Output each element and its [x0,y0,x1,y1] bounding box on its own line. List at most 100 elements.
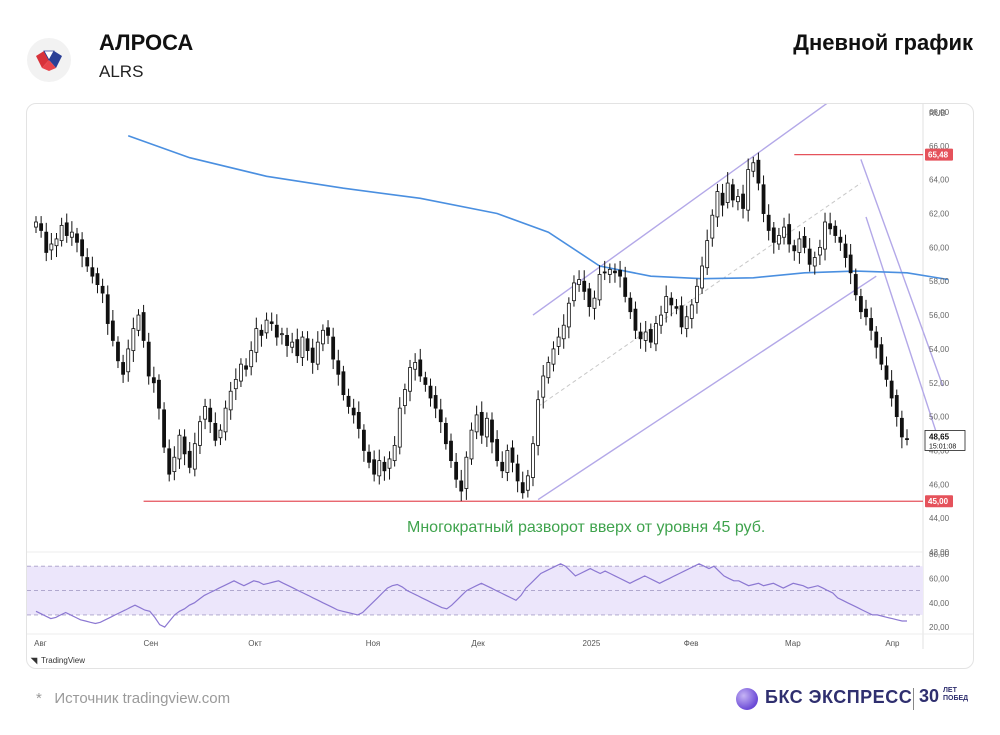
bks-years-caption: ЛЕТ ПОБЕД [943,687,968,703]
candle-body [54,238,59,247]
last-price-time: 15:01:08 [929,443,956,450]
price-tick-label: 42,00 [929,548,950,557]
candle-body [59,224,64,242]
rsi-tick-label: 20,00 [929,623,950,632]
source-asterisk: * [36,690,42,707]
candle-body [141,312,146,341]
candle-body [710,214,715,239]
candle-body [192,443,197,470]
candle-body [848,254,853,274]
candle-body [39,223,44,231]
rising-channel-line-2 [537,275,877,501]
price-tick-label: 58,00 [929,277,950,286]
candle-body [618,269,622,277]
candle-body [807,248,812,265]
time-label: Фев [684,639,699,648]
candle-body [264,319,269,334]
candle-body [100,285,105,294]
candle-body [756,159,761,184]
candle-body [879,344,884,365]
tradingview-logo-icon: ◥ [30,656,38,665]
candle-body [443,422,448,445]
candle-body [510,447,515,463]
candle-body [95,273,100,286]
diamond-logo-icon [36,50,62,71]
candle-body [561,324,566,340]
candle-body [274,324,279,338]
candle-body [136,314,141,331]
candle-body [628,297,633,313]
candle-body [715,191,720,218]
candle-body [269,321,274,324]
candle-body [305,338,310,352]
candle-body [382,461,387,472]
last-price-badge-bg [924,430,966,451]
candle-body [797,238,802,253]
candle-body [239,363,243,382]
time-label: Сен [143,639,158,648]
candle-body [336,360,341,375]
candle-body [351,407,356,416]
candle-body [75,233,79,243]
price-tick-label: 52,00 [929,379,950,388]
candle-body [203,406,207,420]
bks-years: 30 [919,686,940,706]
candle-body [782,226,786,238]
candle-body [85,257,90,267]
candle-body [116,341,120,362]
candle-body [372,459,377,475]
candle-body [869,318,874,331]
candle-body [823,221,827,250]
source-text: Источник tradingview.com [54,690,231,707]
price-badge-label: 45,00 [928,497,949,506]
candle-body [233,378,238,390]
candle-body [218,429,223,439]
time-label: Мар [785,639,801,648]
price-tick-label: 46,00 [929,480,950,489]
chart-card: 68,00 66,00 64,00 62,00 60,00 58,00 56,00 54,00… [26,103,974,669]
rsi-tick-label: 60,00 [929,574,950,583]
candle-body [474,414,479,433]
candle-body [469,429,474,460]
candle-body [121,362,125,375]
time-label: Апр [885,639,900,648]
bks-brand-name: БКС ЭКСПРЕСС [765,687,913,707]
candle-body [838,236,843,243]
candle-body [310,347,315,363]
candle-body [746,169,751,211]
candle-body [500,461,505,472]
candle-body [315,341,320,365]
price-chart[interactable]: 68,00 66,00 64,00 62,00 60,00 58,00 56,00 54,00… [27,104,973,668]
candle-body [300,336,305,358]
candle-body [228,390,233,411]
candle-body [90,267,95,277]
currency-label: RUB [929,109,946,118]
tradingview-brand: TradingView [41,656,85,665]
candle-body [356,411,361,429]
price-tick-label: 62,00 [929,210,950,219]
candle-body [110,320,115,341]
candle-body [736,196,740,203]
rsi-line [35,563,907,628]
candle-body [864,308,868,318]
candle-body [638,331,643,340]
candle-body [146,341,151,377]
source-note: * Источник tradingview.com [36,690,230,707]
candle-body [177,434,182,460]
candle-body [541,375,546,398]
rsi-tick-label: 40,00 [929,599,950,608]
candle-body [126,348,131,373]
candle-body [464,456,469,489]
price-tick-label: 56,00 [929,311,950,320]
candle-body [131,328,136,352]
candle-body [167,448,172,475]
candle-body [751,162,756,172]
candle-body [531,443,535,478]
candle-body [858,296,863,313]
candle-body [280,333,284,336]
candle-body [597,274,602,301]
price-badge-bg [925,148,953,161]
candle-body [792,245,797,252]
price-badge-label: 65,48 [928,151,949,160]
candle-body [664,296,669,313]
